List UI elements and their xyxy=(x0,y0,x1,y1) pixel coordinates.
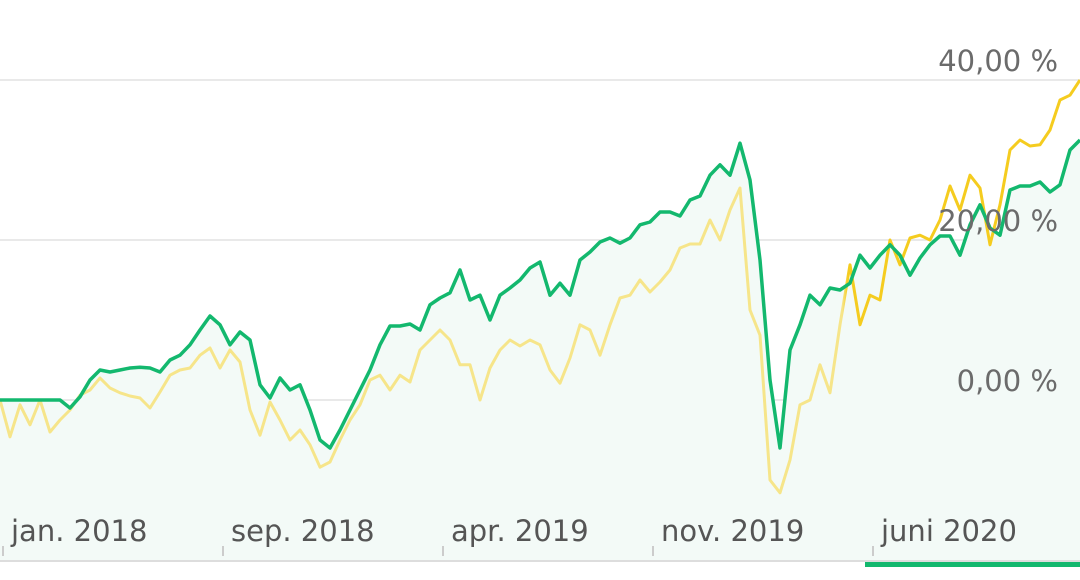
x-tick-label: juni 2020 xyxy=(880,514,1017,548)
area xyxy=(0,140,1080,560)
line xyxy=(0,138,1080,450)
x-tick-label: nov. 2019 xyxy=(661,514,804,548)
line xyxy=(0,79,1080,495)
x-tick-label: sep. 2018 xyxy=(231,514,375,548)
x-tick-label: apr. 2019 xyxy=(451,514,589,548)
x-tick-label: jan. 2018 xyxy=(10,514,147,548)
range-indicator xyxy=(865,562,1080,567)
y-tick-label: 20,00 % xyxy=(938,204,1058,238)
y-tick-label: 0,00 % xyxy=(957,364,1058,398)
y-tick-label: 40,00 % xyxy=(938,44,1058,78)
